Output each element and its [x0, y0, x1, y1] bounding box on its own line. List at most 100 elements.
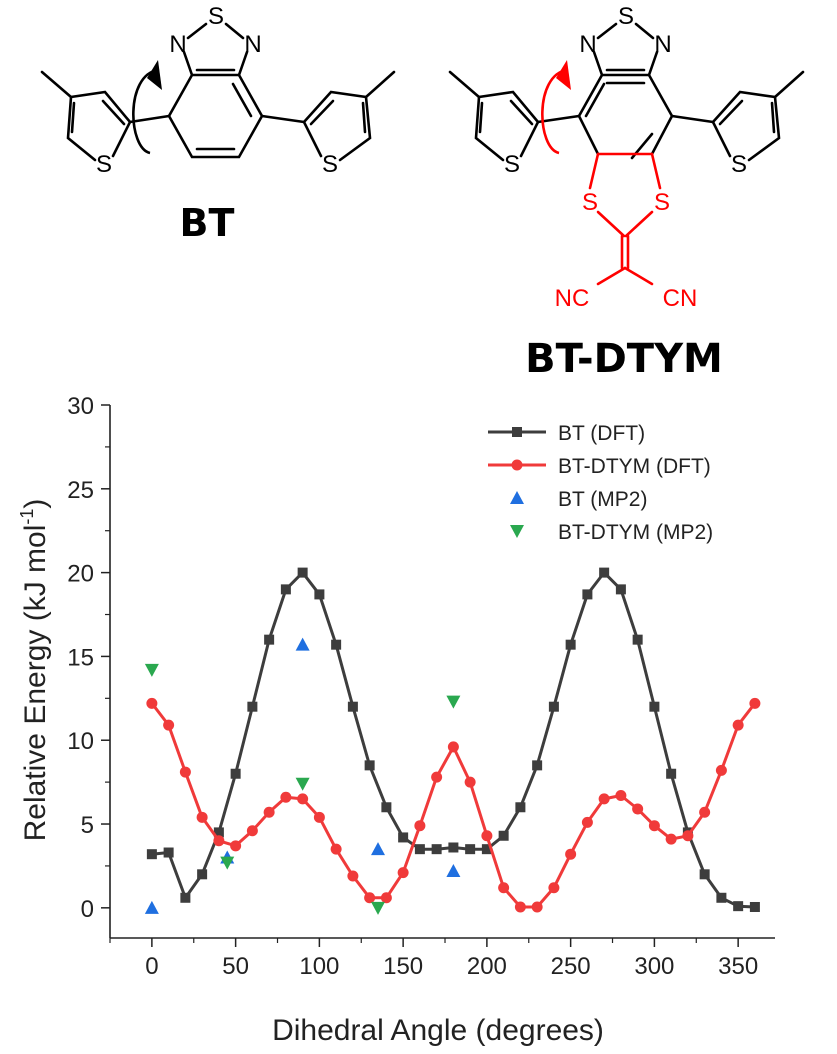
data-point-bt-dtym-dft	[565, 848, 577, 860]
data-point-bt-dft	[749, 901, 760, 912]
x-tick-label: 200	[467, 953, 507, 980]
data-point-bt-dtym-dft	[347, 870, 359, 882]
series-layer	[144, 567, 761, 915]
data-point-bt-dft	[364, 760, 375, 771]
data-point-bt-dft	[297, 567, 308, 578]
legend-marker-bt-dft	[512, 427, 522, 437]
bt-atom-n-right: N	[244, 31, 261, 58]
data-point-bt-dtym-dft	[632, 803, 644, 815]
data-point-bt-dft	[347, 701, 358, 712]
axis-ticks: 0 50 100 150 200 250 300 350 0 5 10 15 20 25 30	[67, 393, 758, 980]
y-axis-title-superscript: -1	[17, 509, 37, 525]
legend-marker-bt-dtym-dft	[511, 459, 523, 471]
data-point-bt-dft	[331, 639, 342, 650]
data-point-bt-dft	[197, 869, 208, 880]
data-point-bt-dtym-mp2	[446, 695, 461, 709]
data-point-bt-dtym-dft	[431, 771, 443, 783]
data-point-bt-dft	[532, 760, 543, 771]
btdtym-label: BT-DTYM	[525, 336, 723, 382]
btdtym-rotation-arrow-icon	[541, 60, 571, 155]
data-point-bt-dtym-dft	[146, 697, 158, 709]
legend-label-bt-dtym-dft: BT-DTYM (DFT)	[558, 455, 711, 478]
legend: BT (DFT) BT-DTYM (DFT) BT (MP2) BT-DTYM (MP…	[488, 422, 713, 544]
data-point-bt-dft	[213, 827, 224, 838]
data-point-bt-dtym-dft	[196, 811, 208, 823]
x-tick-label: 100	[299, 953, 339, 980]
data-point-bt-dft	[180, 892, 191, 903]
y-tick-label: 20	[67, 561, 94, 588]
data-point-bt-dtym-dft	[464, 776, 476, 788]
x-axis-title: Dihedral Angle (degrees)	[272, 1014, 604, 1047]
data-point-bt-dft	[649, 701, 660, 712]
data-point-bt-dtym-dft	[230, 840, 242, 852]
data-point-bt-dtym-dft	[280, 791, 292, 803]
data-point-bt-dtym-dft	[548, 882, 560, 894]
legend-entry-bt-dft: BT (DFT)	[488, 422, 645, 445]
data-point-bt-dft	[431, 844, 442, 855]
data-point-bt-dft	[314, 589, 325, 600]
data-point-bt-dtym-dft	[682, 830, 694, 842]
x-tick-label: 300	[634, 953, 674, 980]
data-point-bt-mp2	[144, 900, 159, 914]
data-point-bt-dtym-dft	[598, 793, 610, 805]
data-point-bt-dtym-mp2	[220, 856, 235, 870]
data-point-bt-dft	[582, 589, 593, 600]
data-point-bt-dft	[716, 892, 727, 903]
y-tick-label: 10	[67, 728, 94, 755]
data-point-bt-dft	[398, 832, 409, 843]
btdtym-atom-nc-left: NC	[555, 285, 590, 312]
y-axis-title-suffix: )	[19, 499, 52, 509]
data-point-bt-dtym-dft	[648, 820, 660, 832]
y-tick-label: 0	[81, 896, 94, 923]
y-tick-label: 15	[67, 644, 94, 671]
y-axis-title-main: Relative Energy (kJ mol	[19, 525, 52, 842]
data-point-bt-dtym-dft	[498, 882, 510, 894]
data-point-bt-dft	[146, 849, 157, 860]
btdtym-atom-cn-right: CN	[663, 285, 698, 312]
data-point-bt-mp2	[220, 850, 235, 864]
data-point-bt-dtym-dft	[213, 835, 225, 847]
data-point-bt-dft	[632, 634, 643, 645]
molecular-structures: S N N S S BT	[40, 3, 805, 382]
btdtym-atom-s-thiadiazole: S	[618, 3, 634, 30]
data-point-bt-dtym-dft	[749, 697, 761, 709]
bt-atom-s-thiophene-right: S	[322, 151, 338, 178]
btdtym-atom-n-left: N	[579, 31, 596, 58]
series-bt-dtym-dft	[146, 697, 761, 913]
data-point-bt-dft	[230, 768, 241, 779]
data-point-bt-dft	[481, 844, 492, 855]
y-axis-title: Relative Energy (kJ mol-1)	[17, 499, 52, 842]
data-point-bt-dft	[381, 802, 392, 813]
data-point-bt-dtym-dft	[615, 790, 627, 802]
bt-structure	[40, 22, 396, 162]
x-tick-label: 150	[383, 953, 423, 980]
data-point-bt-dft	[264, 634, 275, 645]
x-tick-label: 250	[551, 953, 591, 980]
data-point-bt-dtym-dft	[397, 867, 409, 879]
data-point-bt-dft	[682, 827, 693, 838]
data-point-bt-dtym-dft	[364, 892, 376, 904]
legend-label-bt-dft: BT (DFT)	[558, 422, 645, 445]
data-point-bt-dft	[733, 901, 744, 912]
data-point-bt-dtym-dft	[699, 806, 711, 818]
legend-label-bt-mp2: BT (MP2)	[558, 488, 647, 511]
data-point-bt-dtym-dft	[297, 793, 309, 805]
data-point-bt-mp2	[295, 637, 310, 651]
data-point-bt-dtym-dft	[246, 825, 258, 837]
data-point-bt-dtym-dft	[330, 843, 342, 855]
legend-entry-bt-mp2: BT (MP2)	[510, 488, 647, 511]
bt-atom-s-thiadiazole: S	[208, 3, 224, 30]
x-tick-label: 350	[718, 953, 758, 980]
data-point-bt-dtym-dft	[414, 820, 426, 832]
data-point-bt-dft	[666, 768, 677, 779]
legend-entry-bt-dtym-mp2: BT-DTYM (MP2)	[510, 521, 713, 544]
data-point-bt-dtym-mp2	[144, 663, 159, 677]
data-point-bt-dft	[498, 830, 509, 841]
btdtym-atom-s-dithiole-left: S	[582, 189, 598, 216]
bt-rotation-arrow-icon	[132, 60, 162, 155]
bt-atom-s-thiophene-left: S	[96, 151, 112, 178]
data-point-bt-dtym-dft	[447, 741, 459, 753]
legend-marker-bt-dtym-mp2	[510, 525, 524, 538]
data-point-bt-dft	[515, 802, 526, 813]
btdtym-atom-s-dithiole-right: S	[654, 189, 670, 216]
